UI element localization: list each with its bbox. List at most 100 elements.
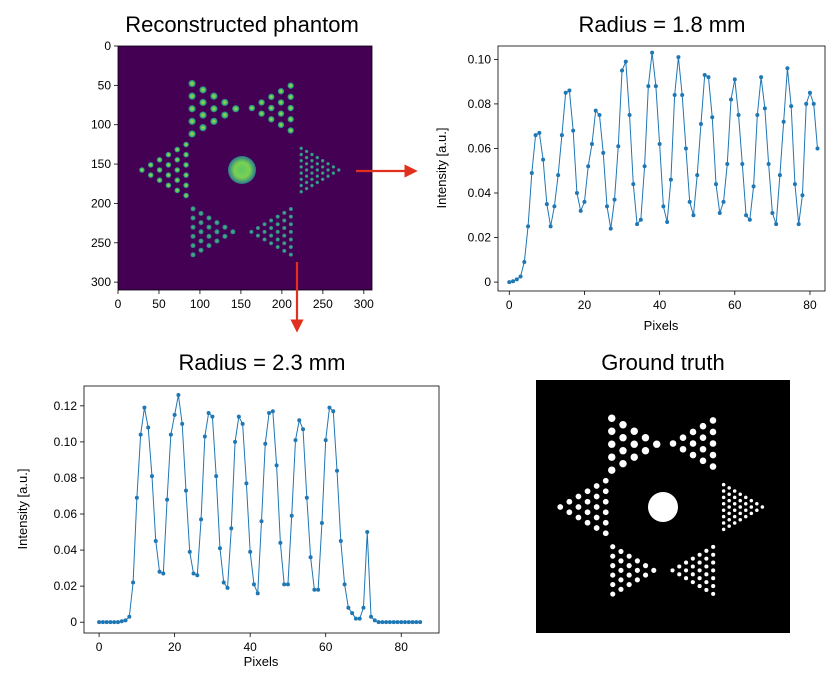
phantom-ytick-label: 100 <box>91 118 111 132</box>
ground-truth-rod <box>610 553 616 559</box>
radius-1-8-point <box>642 164 647 169</box>
radius-2-3-point <box>319 521 324 526</box>
radius-1-8-point <box>744 213 749 218</box>
phantom-rod <box>222 233 228 239</box>
radius-1-8-point <box>695 173 700 178</box>
radius-1-8-title: Radius = 1.8 mm <box>579 12 746 37</box>
ground-truth-rod <box>584 509 591 516</box>
radius-1-8-point <box>601 150 606 155</box>
radius-1-8-point <box>796 222 801 227</box>
radius-1-8-point <box>815 146 820 151</box>
ground-truth-rod <box>634 558 640 564</box>
ground-truth-rod <box>711 591 716 596</box>
radius-1-8-point <box>740 162 745 167</box>
phantom-rod <box>320 171 325 175</box>
radius-2-3-point <box>225 585 230 590</box>
radius-1-8-point <box>578 208 583 213</box>
radius-2-3-title: Radius = 2.3 mm <box>179 350 346 375</box>
radius-2-3-ytick-label: 0.02 <box>54 579 78 593</box>
ground-truth-rod <box>641 446 650 455</box>
phantom-rod <box>165 151 172 158</box>
radius-2-3-point <box>380 620 385 625</box>
phantom-rod <box>282 218 287 223</box>
ground-truth-rod <box>697 552 702 557</box>
ground-truth-rod <box>651 567 657 573</box>
phantom-rod <box>320 159 325 163</box>
phantom-rod <box>275 245 280 250</box>
radius-1-8-point <box>762 106 767 111</box>
ground-truth-rod <box>634 567 640 573</box>
ground-truth-rod <box>689 440 697 447</box>
ground-truth-rod <box>618 558 624 564</box>
radius-1-8-point <box>589 142 594 146</box>
ground-truth-rod <box>732 495 737 500</box>
radius-2-3-point <box>353 616 358 621</box>
radius-1-8-point <box>627 113 632 118</box>
phantom-rod <box>221 111 229 119</box>
radius-1-8-point <box>537 130 542 135</box>
phantom-rod <box>315 162 320 166</box>
radius-1-8-point <box>721 199 726 204</box>
phantom-rod <box>262 237 267 242</box>
phantom-rod <box>268 116 275 123</box>
ground-truth-rod <box>704 548 709 553</box>
ground-truth-rod <box>721 508 726 512</box>
radius-1-8-point <box>612 197 617 202</box>
radius-1-8-point <box>559 133 564 138</box>
phantom-rod <box>262 229 267 234</box>
radius-2-3-point <box>131 580 136 585</box>
radius-2-3-point <box>323 438 328 443</box>
ground-truth-rod <box>610 591 616 597</box>
radius-2-3-point <box>406 620 411 625</box>
ground-truth-dot-pattern <box>557 414 765 597</box>
phantom-rod <box>165 182 172 189</box>
radius-2-3-point <box>104 620 109 625</box>
phantom-rod <box>320 165 325 169</box>
radius-1-8-point <box>605 204 609 209</box>
radius-1-8-point <box>665 219 670 224</box>
phantom-rod <box>230 229 236 235</box>
radius-2-3-point <box>134 495 139 500</box>
radius-1-8-point <box>518 274 523 279</box>
phantom-rod <box>315 155 320 160</box>
phantom-rod <box>206 224 212 230</box>
radius-2-3-point <box>289 513 294 518</box>
ground-truth-rod <box>689 428 697 436</box>
phantom-rod <box>156 157 163 163</box>
ground-truth-rod <box>593 525 600 531</box>
radius-2-3-series-line <box>99 394 421 623</box>
phantom-rod <box>326 174 330 178</box>
phantom-rod <box>174 146 181 153</box>
phantom-rod <box>210 92 218 100</box>
ground-truth-rod <box>704 564 709 569</box>
radius-2-3-point <box>97 620 102 625</box>
phantom-rod <box>255 226 260 231</box>
phantom-rod <box>174 177 181 183</box>
ground-truth-rod <box>593 514 600 521</box>
ground-truth-rod <box>738 492 742 496</box>
phantom-rod <box>248 104 256 112</box>
phantom-rod <box>165 162 172 168</box>
ground-truth-rod <box>744 514 748 519</box>
radius-1-8-point <box>759 75 764 80</box>
radius-1-8-point <box>789 104 794 109</box>
phantom-rod <box>190 224 196 230</box>
radius-2-3-point <box>112 620 117 625</box>
phantom-rod <box>288 207 293 212</box>
ground-truth-rod <box>634 577 640 583</box>
ground-truth-rod <box>602 509 609 516</box>
phantom-rod <box>188 130 196 138</box>
radius-1-8-point <box>620 68 625 73</box>
ground-truth-rod <box>602 498 609 505</box>
phantom-rod <box>156 177 163 183</box>
ground-truth-rod <box>690 556 695 561</box>
radius-2-3-point <box>119 619 124 624</box>
ground-truth-rod <box>683 576 689 581</box>
radius-2-3-point <box>410 620 415 625</box>
phantom-rod <box>183 141 189 148</box>
radius-2-3-point <box>327 405 332 410</box>
radius-1-8-point <box>635 222 640 227</box>
phantom-rod <box>183 162 189 168</box>
radius-1-8-point <box>698 121 703 126</box>
ground-truth-rod <box>690 572 695 577</box>
